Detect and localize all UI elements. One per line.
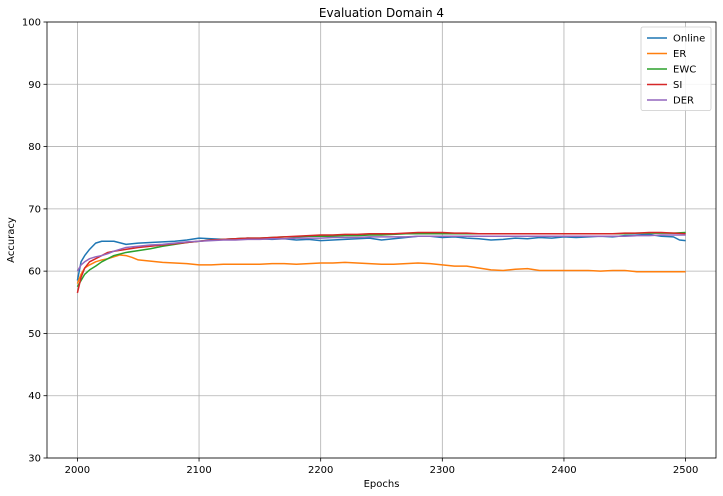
legend-label-ewc: EWC [673, 65, 696, 76]
x-axis-label: Epochs [364, 479, 400, 490]
x-tick-label: 2400 [551, 465, 576, 476]
legend-label-si: SI [673, 80, 682, 91]
x-tick-label: 2200 [308, 465, 333, 476]
legend-label-er: ER [673, 49, 686, 60]
y-tick-label: 70 [28, 204, 41, 215]
y-tick-label: 80 [28, 142, 41, 153]
y-tick-label: 50 [28, 329, 41, 340]
y-tick-label: 40 [28, 391, 41, 402]
x-axis-ticks: 2000 2100 2200 2300 2400 2500 [65, 458, 698, 476]
x-tick-label: 2000 [65, 465, 90, 476]
chart-title: Evaluation Domain 4 [319, 6, 444, 20]
y-tick-label: 30 [28, 454, 41, 465]
y-axis-label: Accuracy [6, 217, 17, 263]
legend-box [640, 26, 712, 111]
plot-border [46, 21, 717, 459]
y-axis-ticks: 30 40 50 60 70 80 90 100 [22, 18, 47, 465]
x-tick-label: 2100 [186, 465, 211, 476]
y-tick-label: 100 [22, 18, 41, 29]
x-tick-label: 2500 [673, 465, 698, 476]
series-line-si [76, 231, 686, 294]
legend-label-online: Online [673, 34, 705, 45]
legend-label-der: DER [673, 96, 694, 107]
series-line-der [76, 234, 686, 272]
legend: Online ER EWC SI DER [640, 26, 712, 111]
series-lines [76, 231, 686, 294]
x-tick-label: 2300 [430, 465, 455, 476]
y-tick-label: 90 [28, 80, 41, 91]
series-line-er [76, 254, 686, 284]
y-tick-label: 60 [28, 267, 41, 278]
legend-items: Online ER EWC SI DER [647, 34, 705, 107]
